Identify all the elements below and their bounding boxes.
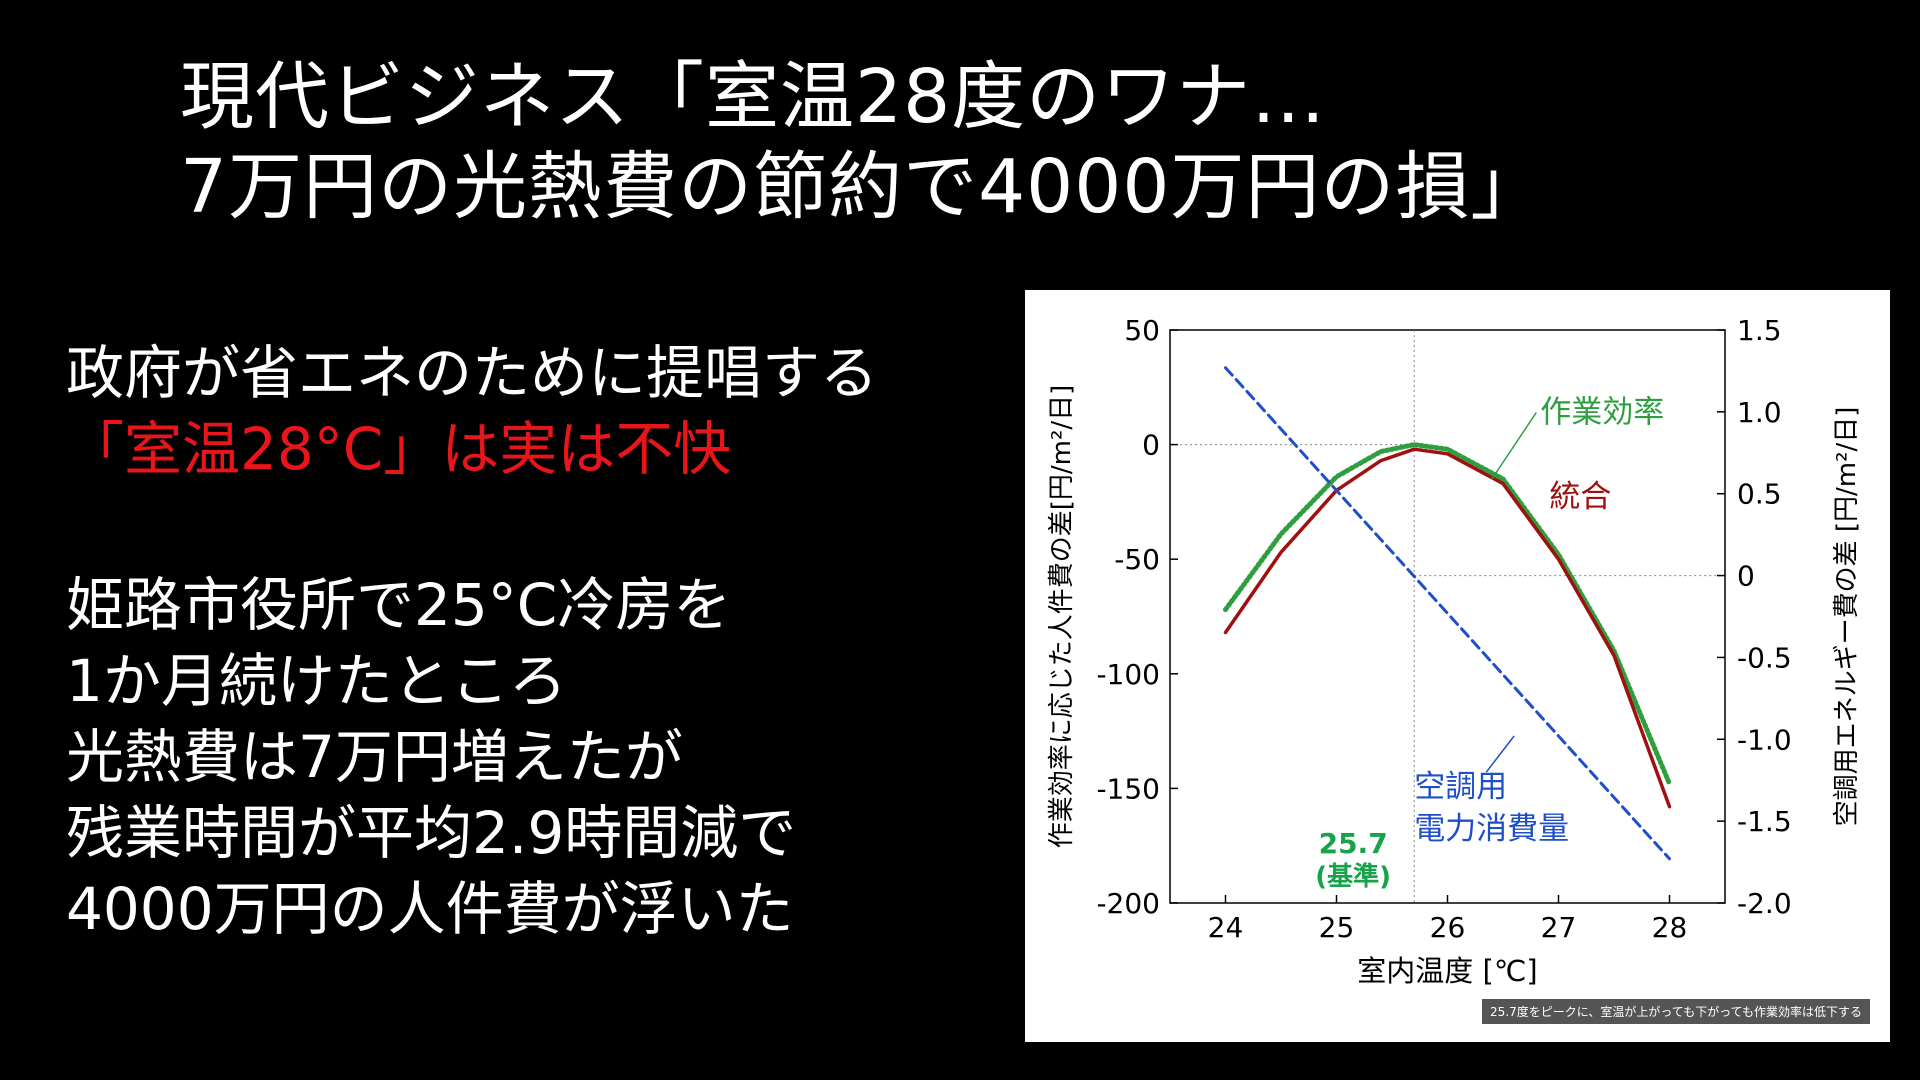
body-text: 政府が省エネのために提唱する 「室温28°C」は実は不快 姫路市役所で25°C冷…	[66, 335, 878, 947]
y-left-tick-label: -50	[1114, 543, 1160, 576]
y-right-tick-label: -0.5	[1737, 641, 1792, 674]
x-tick-label: 27	[1541, 911, 1577, 944]
series-label: 電力消費量	[1414, 811, 1569, 847]
y-right-axis-label: 空調用エネルギー費の差 [円/m²/日]	[1832, 407, 1862, 827]
y-right-tick-label: 1.5	[1737, 314, 1782, 347]
title-line-2: 7万円の光熱費の節約で4000万円の損」	[180, 144, 1546, 230]
y-right-tick-label: 1.0	[1737, 396, 1782, 429]
reference-value-label: 25.7	[1319, 827, 1388, 860]
x-tick-label: 28	[1652, 911, 1688, 944]
body-spacer	[66, 487, 878, 567]
body-line-4: 1か月続けたところ	[66, 647, 567, 715]
chart-caption: 25.7度をピークに、室温が上がっても下がっても作業効率は低下する	[1482, 999, 1870, 1024]
y-right-tick-label: -2.0	[1737, 887, 1792, 920]
leader-line	[1491, 412, 1537, 480]
chart-panel: 24 25 26 27 28 50 0 -50 -100 -150 -200 1.5 1.0 0.5 0 -0…	[1025, 290, 1890, 1042]
leader-line	[1485, 735, 1515, 773]
chart-svg: 24 25 26 27 28 50 0 -50 -100 -150 -200 1.5 1.0 0.5 0 -0…	[1047, 314, 1862, 988]
y-right-tick-label: -1.0	[1737, 723, 1792, 756]
series-label: 空調用	[1414, 769, 1507, 805]
series-label: 統合	[1549, 479, 1611, 515]
body-line-7: 4000万円の人件費が浮いた	[66, 875, 794, 943]
x-tick-label: 24	[1208, 911, 1244, 944]
title-line-1: 現代ビジネス「室温28度のワナ…	[180, 54, 1327, 140]
series-line	[1223, 447, 1672, 809]
y-left-tick-label: 50	[1124, 314, 1160, 347]
y-left-tick-label: -150	[1096, 772, 1160, 805]
y-left-tick-label: -200	[1096, 887, 1160, 920]
slide-title: 現代ビジネス「室温28度のワナ… 7万円の光熱費の節約で4000万円の損」	[180, 52, 1545, 232]
body-line-3: 姫路市役所で25°C冷房を	[66, 571, 732, 639]
y-right-tick-label: 0.5	[1737, 478, 1782, 511]
x-tick-label: 25	[1319, 911, 1355, 944]
series-label: 作業効率	[1540, 395, 1664, 431]
y-left-axis-label: 作業効率に応じた人件費の差[円/m²/日]	[1047, 385, 1077, 849]
y-right-tick-label: 0	[1737, 560, 1755, 593]
series-line	[1223, 442, 1672, 787]
reference-text-label: (基準)	[1315, 861, 1391, 892]
series-line	[1224, 366, 1671, 861]
y-left-tick-label: 0	[1142, 429, 1160, 462]
body-line-6: 残業時間が平均2.9時間減で	[66, 799, 797, 867]
body-line-5: 光熱費は7万円増えたが	[66, 723, 683, 791]
body-line-2-highlight: 「室温28°C」は実は不快	[66, 415, 732, 483]
x-axis-label: 室内温度 [℃]	[1357, 954, 1537, 988]
y-left-tick-label: -100	[1096, 658, 1160, 691]
y-right-tick-label: -1.5	[1737, 805, 1792, 838]
body-line-1: 政府が省エネのために提唱する	[66, 339, 879, 407]
x-tick-label: 26	[1430, 911, 1466, 944]
